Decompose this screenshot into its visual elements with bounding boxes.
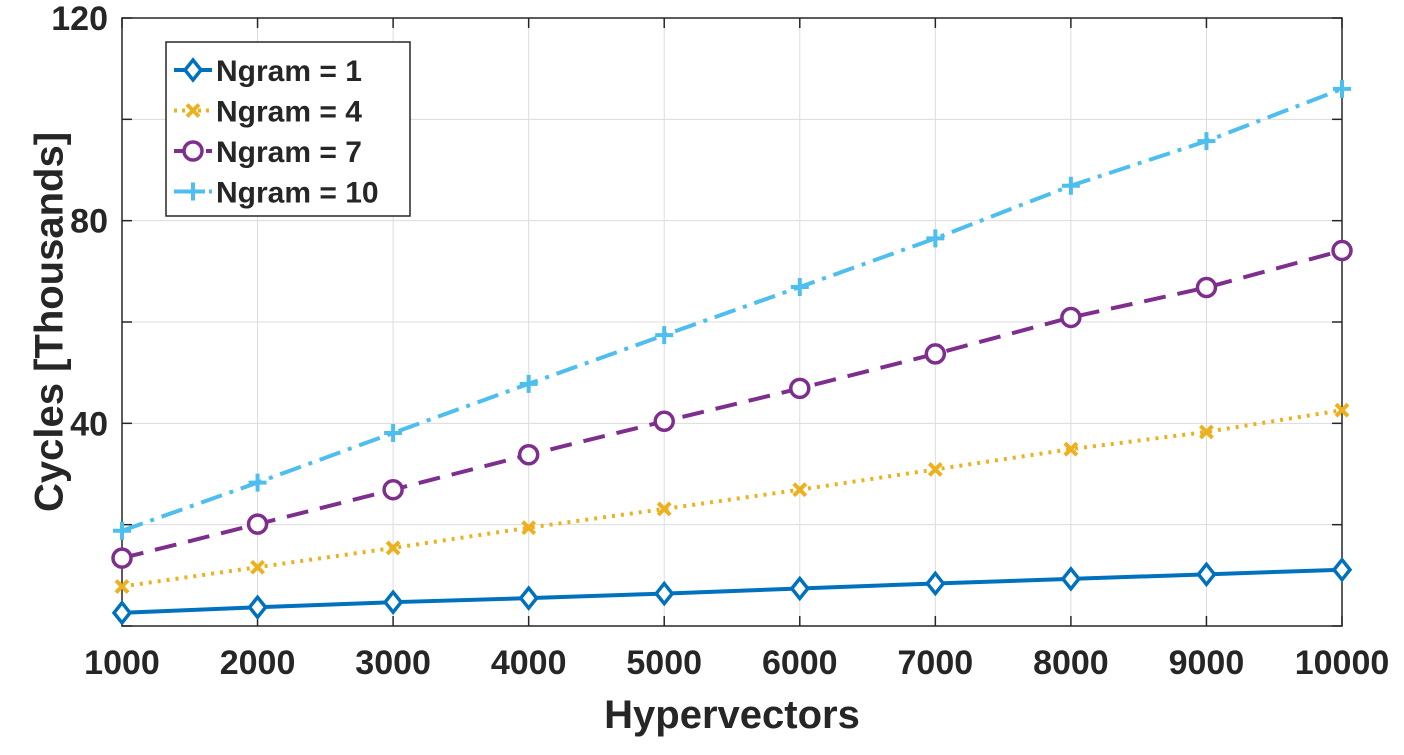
- data-point: [111, 600, 133, 626]
- data-point: [792, 482, 808, 498]
- data-point: [653, 410, 675, 433]
- data-point: [114, 579, 130, 594]
- data-point: [382, 478, 404, 501]
- legend-item: Ngram = 7: [174, 136, 362, 169]
- series-4: [113, 79, 1351, 540]
- x-tick-label: 5000: [626, 644, 702, 682]
- x-tick-label: 2000: [220, 644, 296, 682]
- x-tick-label: 8000: [1033, 644, 1109, 682]
- data-point: [518, 585, 539, 611]
- data-point: [1195, 276, 1218, 299]
- legend-marker: [182, 57, 204, 83]
- x-tick-label: 7000: [898, 644, 974, 682]
- data-point: [1199, 424, 1214, 440]
- data-point: [521, 520, 537, 536]
- y-tick-label: 40: [70, 405, 108, 443]
- series-3: [111, 239, 1353, 569]
- legend-item: Ngram = 1: [174, 55, 362, 88]
- data-point: [653, 580, 675, 607]
- legend-label: Ngram = 10: [216, 177, 379, 210]
- data-point: [925, 570, 946, 597]
- data-point: [1060, 306, 1082, 329]
- data-point: [1334, 402, 1350, 418]
- series-layer: [111, 79, 1353, 626]
- data-point: [1331, 239, 1353, 262]
- data-point: [247, 594, 268, 621]
- legend-marker: [184, 182, 202, 201]
- legend: Ngram = 1 Ngram = 4 Ngram = 7 Ngram = 10: [165, 41, 411, 217]
- data-point: [248, 473, 267, 492]
- x-tick-label: 1000: [84, 644, 160, 682]
- data-point: [924, 343, 947, 365]
- data-point: [1063, 441, 1079, 457]
- data-point: [517, 443, 540, 466]
- legend-items: Ngram = 1 Ngram = 4 Ngram = 7 Ngram = 10: [174, 55, 379, 210]
- data-point: [246, 513, 269, 535]
- legend-label: Ngram = 4: [216, 96, 362, 129]
- data-point: [384, 423, 403, 442]
- data-point: [789, 575, 811, 602]
- x-tick-label: 9000: [1169, 644, 1245, 682]
- data-point: [789, 377, 811, 400]
- data-point: [1060, 566, 1082, 592]
- data-point: [1196, 561, 1217, 588]
- data-point: [382, 589, 404, 615]
- series-line: [121, 408, 1343, 589]
- y-tick-label: 120: [51, 0, 108, 38]
- data-point: [113, 521, 131, 540]
- series-line: [121, 87, 1343, 533]
- data-point: [1331, 556, 1353, 583]
- data-point: [790, 278, 809, 297]
- y-axis-title: Cycles [Thousands]: [28, 132, 72, 512]
- legend-item: Ngram = 4: [174, 96, 362, 129]
- series-2: [114, 402, 1350, 594]
- series-1: [111, 556, 1353, 626]
- x-axis-title: Hypervectors: [604, 693, 860, 737]
- data-point: [1333, 79, 1351, 98]
- legend-label: Ngram = 1: [216, 55, 362, 88]
- data-point: [656, 501, 672, 517]
- series-line: [121, 567, 1343, 615]
- data-point: [111, 547, 133, 569]
- y-tick-label: 80: [70, 203, 108, 241]
- data-point: [385, 540, 401, 556]
- x-tick-label: 3000: [355, 644, 431, 682]
- legend-item: Ngram = 10: [174, 177, 379, 210]
- legend-label: Ngram = 7: [216, 136, 362, 169]
- data-point: [926, 229, 945, 248]
- x-tick-label: 4000: [491, 644, 567, 682]
- x-tick-label: 6000: [762, 644, 838, 682]
- data-point: [1197, 132, 1216, 151]
- tick-layer: 1000 2000 3000 4000 5000 6000 7000 8000 9000 1000…: [51, 0, 1389, 682]
- data-point: [250, 559, 265, 575]
- data-point: [519, 374, 538, 393]
- series-line: [121, 248, 1343, 561]
- x-tick-label: 10000: [1295, 644, 1390, 682]
- legend-marker: [182, 140, 204, 162]
- data-point: [655, 326, 674, 345]
- data-point: [1061, 176, 1080, 195]
- data-point: [927, 462, 943, 477]
- legend-marker: [185, 103, 201, 118]
